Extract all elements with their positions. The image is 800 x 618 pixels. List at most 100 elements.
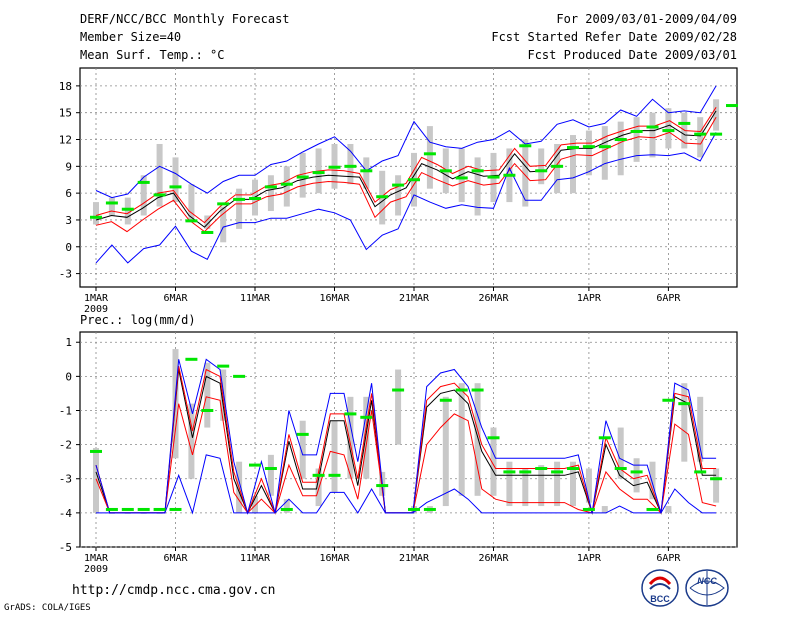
y-tick-label: -2 <box>59 439 72 452</box>
spread-bar <box>522 468 529 507</box>
spread-bar <box>665 108 672 149</box>
y-tick-label: 12 <box>59 134 72 147</box>
spread-bar <box>347 143 354 185</box>
obs-marker <box>694 470 707 474</box>
obs-marker <box>233 197 246 201</box>
obs-marker <box>503 470 516 474</box>
obs-marker <box>455 388 468 392</box>
obs-marker <box>503 173 516 177</box>
header-variable: Mean Surf. Temp.: °C <box>80 48 225 62</box>
spread-bar <box>633 458 640 493</box>
obs-marker <box>185 219 198 223</box>
obs-marker <box>392 388 405 392</box>
obs-marker <box>296 432 309 436</box>
spread-bar <box>156 143 163 207</box>
x-tick-label: 21MAR <box>399 293 430 304</box>
y-tick-label: -3 <box>59 268 72 281</box>
obs-marker <box>630 129 643 133</box>
series-ensemble-lower-red <box>95 116 717 233</box>
bcc-logo-text: BCC <box>650 594 670 604</box>
obs-marker <box>169 507 182 511</box>
spread-bar <box>649 461 656 500</box>
spread-bar <box>458 148 465 203</box>
obs-marker <box>264 185 277 189</box>
spread-bar <box>665 506 672 513</box>
spread-bar <box>172 157 179 203</box>
spread-bar <box>363 157 370 189</box>
obs-marker <box>487 175 500 179</box>
obs-marker <box>694 132 707 136</box>
panel-title-prec: Prec.: log(mm/d) <box>80 313 196 327</box>
series-ensemble-min-blue <box>95 132 717 264</box>
spread-bar <box>283 499 290 513</box>
obs-marker <box>121 507 134 511</box>
obs-marker <box>519 144 532 148</box>
obs-marker <box>328 473 341 477</box>
header-period: For 2009/03/01-2009/04/09 <box>556 12 737 26</box>
x-tick-label: 1MAR <box>84 293 109 304</box>
spread-bar <box>458 383 465 496</box>
obs-marker <box>360 169 373 173</box>
obs-marker <box>551 164 564 168</box>
obs-marker <box>360 415 373 419</box>
spread-bar <box>299 152 306 198</box>
spread-bar <box>363 396 370 479</box>
ncc-logo-icon: NCC <box>685 569 729 607</box>
obs-marker <box>201 408 214 412</box>
spread-bar <box>299 420 306 479</box>
spread-bar <box>93 202 99 225</box>
obs-marker <box>598 436 611 440</box>
spread-bar <box>108 197 115 216</box>
obs-marker <box>630 470 643 474</box>
obs-marker <box>217 364 230 368</box>
spread-bar <box>697 396 704 462</box>
x-tick-label: 21MAR <box>399 553 430 564</box>
spread-bar <box>585 130 592 176</box>
spread-bar <box>347 396 354 479</box>
spread-bar <box>283 166 290 207</box>
obs-marker <box>678 402 691 406</box>
obs-marker <box>328 165 341 169</box>
x-tick-label: 26MAR <box>478 553 509 564</box>
spread-bar <box>506 461 513 507</box>
y-tick-label: -3 <box>59 473 72 486</box>
y-tick-label: 3 <box>65 214 72 227</box>
spread-bar <box>236 188 243 229</box>
obs-marker <box>344 164 357 168</box>
spread-bar <box>633 117 640 162</box>
obs-marker <box>471 388 484 392</box>
obs-marker <box>264 467 277 471</box>
obs-marker <box>423 152 436 156</box>
obs-marker <box>280 507 293 511</box>
spread-bar <box>267 454 274 496</box>
obs-marker <box>312 473 325 477</box>
ncc-logo-text: NCC <box>697 576 717 586</box>
source-url[interactable]: http://cmdp.ncc.cma.gov.cn <box>72 583 276 598</box>
obs-marker <box>376 195 389 199</box>
x-tick-label: 16MAR <box>319 553 350 564</box>
spread-bar <box>554 461 561 507</box>
spread-bar <box>649 112 656 158</box>
obs-marker <box>217 202 230 206</box>
spread-bar <box>617 427 624 479</box>
obs-marker <box>519 470 532 474</box>
obs-marker <box>678 121 691 125</box>
spread-bar <box>426 126 433 189</box>
obs-marker <box>726 104 738 108</box>
panel-frame-1 <box>79 331 738 548</box>
obs-marker <box>710 132 723 136</box>
header-member-size: Member Size=40 <box>80 30 182 44</box>
obs-marker <box>582 145 595 149</box>
obs-marker <box>280 182 293 186</box>
obs-marker <box>376 484 389 488</box>
y-tick-label: 6 <box>65 187 72 200</box>
spread-bar <box>204 362 211 428</box>
spread-bar <box>124 197 131 225</box>
y-tick-label: -1 <box>59 404 72 417</box>
spread-bar <box>554 143 561 194</box>
series-ensemble-min-blue <box>96 454 717 515</box>
y-tick-label: 15 <box>59 107 72 120</box>
obs-marker <box>487 436 500 440</box>
obs-marker <box>201 230 214 234</box>
